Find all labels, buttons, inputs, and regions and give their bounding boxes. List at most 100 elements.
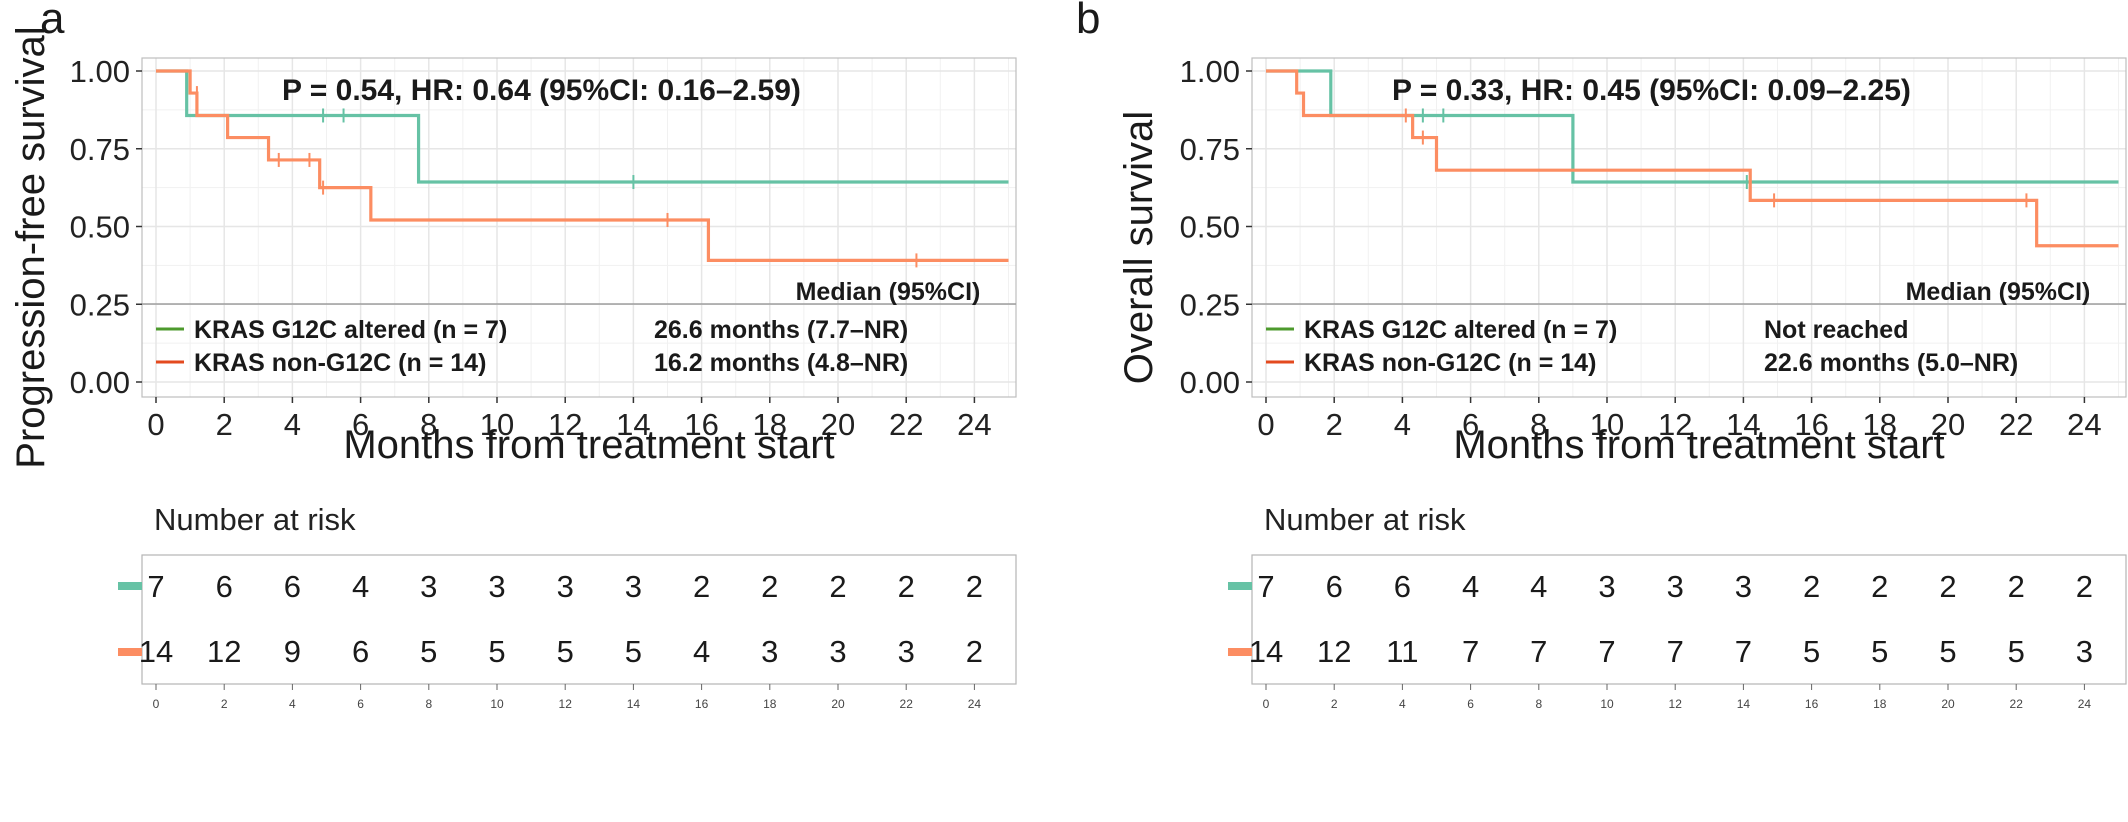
risk-count-altered: 6 xyxy=(216,569,233,604)
risk-count-non-g12c: 14 xyxy=(139,634,173,669)
x-tick-label: 24 xyxy=(957,407,991,442)
risk-count-non-g12c: 5 xyxy=(420,634,437,669)
risk-table-border xyxy=(141,554,1017,685)
x-tick-label: 18 xyxy=(1863,407,1897,442)
legend-median: 22.6 months (5.0–NR) xyxy=(1764,349,2018,377)
y-tick-label: 0.50 xyxy=(70,210,130,245)
risk-x-tick-label: 10 xyxy=(1600,697,1614,711)
risk-count-non-g12c: 14 xyxy=(1249,634,1283,669)
x-tick-label: 2 xyxy=(216,407,233,442)
x-tick-label: 16 xyxy=(1794,407,1828,442)
y-tick-label: 1.00 xyxy=(70,54,130,89)
risk-count-non-g12c: 12 xyxy=(1317,634,1351,669)
x-tick-label: 20 xyxy=(1931,407,1965,442)
risk-count-non-g12c: 7 xyxy=(1735,634,1752,669)
x-tick-label: 8 xyxy=(420,407,437,442)
y-axis-title: Overall survival xyxy=(1117,111,1161,384)
x-tick-label: 6 xyxy=(1462,407,1479,442)
km-curve-altered xyxy=(1266,69,2119,184)
risk-count-non-g12c: 6 xyxy=(352,634,369,669)
x-tick-label: 6 xyxy=(352,407,369,442)
risk-count-non-g12c: 5 xyxy=(1803,634,1820,669)
risk-x-tick-label: 2 xyxy=(221,697,228,711)
panel-a: a 0.00 0.25 0.50 0.75 1.00 0 2 4 6 8 10 12 14 16 18 20 2… xyxy=(9,0,1017,711)
risk-count-non-g12c: 5 xyxy=(625,634,642,669)
risk-x-tick-label: 2 xyxy=(1331,697,1338,711)
x-tick-label: 22 xyxy=(889,407,923,442)
stat-text: P = 0.54, HR: 0.64 (95%CI: 0.16–2.59) xyxy=(282,74,801,107)
risk-count-altered: 2 xyxy=(761,569,778,604)
grid xyxy=(1252,58,2126,397)
km-chart-b: 0.000.250.500.751.000 2 4 6 8 10 12 14 16 18 20 22 2… xyxy=(1117,54,2127,711)
risk-x-tick-label: 18 xyxy=(763,697,777,711)
x-tick-label: 12 xyxy=(548,407,582,442)
risk-x-tick-label: 4 xyxy=(289,697,296,711)
risk-x-tick-label: 8 xyxy=(1535,697,1542,711)
x-tick-label: 22 xyxy=(1999,407,2033,442)
risk-count-altered: 2 xyxy=(1939,569,1956,604)
legend-label: KRAS non-G12C (n = 14) xyxy=(194,349,486,377)
y-tick-label: 0.00 xyxy=(70,365,130,400)
x-tick-label: 18 xyxy=(753,407,787,442)
risk-count-altered: 7 xyxy=(147,569,164,604)
x-axis-title: Months from treatment start xyxy=(1453,423,1944,467)
legend-label: KRAS G12C altered (n = 7) xyxy=(1304,316,1617,344)
risk-x-tick-label: 20 xyxy=(831,697,845,711)
risk-count-non-g12c: 5 xyxy=(557,634,574,669)
risk-count-altered: 3 xyxy=(625,569,642,604)
risk-count-altered: 4 xyxy=(352,569,369,604)
risk-x-tick-label: 10 xyxy=(490,697,504,711)
median-header: Median (95%CI) xyxy=(1906,278,2091,306)
y-tick-label: 0.75 xyxy=(1180,132,1240,167)
risk-count-altered: 4 xyxy=(1530,569,1547,604)
y-tick-label: 0.75 xyxy=(70,132,130,167)
panel-letter: b xyxy=(1076,0,1101,43)
risk-x-tick-label: 4 xyxy=(1399,697,1406,711)
risk-count-altered: 2 xyxy=(2076,569,2093,604)
y-axis-title: Progression-free survival xyxy=(9,26,53,468)
km-chart-a: 0.000.250.500.751.000 2 4 6 8 10 12 14 16 18 20 22 2… xyxy=(9,26,1017,711)
risk-count-altered: 3 xyxy=(1735,569,1752,604)
risk-x-tick-label: 12 xyxy=(559,697,573,711)
risk-x-tick-label: 18 xyxy=(1873,697,1887,711)
risk-count-non-g12c: 2 xyxy=(966,634,983,669)
risk-x-tick-label: 14 xyxy=(1737,697,1751,711)
risk-count-non-g12c: 5 xyxy=(488,634,505,669)
risk-count-altered: 2 xyxy=(1803,569,1820,604)
plot-border xyxy=(141,57,1017,398)
grid xyxy=(142,58,1016,397)
x-tick-label: 14 xyxy=(616,407,650,442)
y-tick-label: 0.25 xyxy=(70,287,130,322)
y-tick-label: 0.00 xyxy=(1180,365,1240,400)
risk-x-tick-label: 24 xyxy=(968,697,982,711)
km-curve-non-g12c xyxy=(1266,69,2119,248)
x-tick-label: 12 xyxy=(1658,407,1692,442)
risk-count-altered: 6 xyxy=(1326,569,1343,604)
risk-x-tick-label: 12 xyxy=(1669,697,1683,711)
risk-count-non-g12c: 5 xyxy=(1871,634,1888,669)
median-header: Median (95%CI) xyxy=(796,278,981,306)
y-tick-label: 0.50 xyxy=(1180,210,1240,245)
risk-count-altered: 3 xyxy=(488,569,505,604)
risk-count-non-g12c: 7 xyxy=(1598,634,1615,669)
risk-x-tick-label: 22 xyxy=(2010,697,2024,711)
risk-count-non-g12c: 7 xyxy=(1667,634,1684,669)
panel-letter: a xyxy=(40,0,65,43)
risk-title: Number at risk xyxy=(1264,502,1466,537)
km-curve-non-g12c xyxy=(156,69,1009,262)
risk-x-tick-label: 6 xyxy=(1467,697,1474,711)
risk-table-border xyxy=(1251,554,2127,685)
x-axis-title: Months from treatment start xyxy=(343,423,834,467)
risk-count-non-g12c: 5 xyxy=(1939,634,1956,669)
x-tick-label: 4 xyxy=(1394,407,1411,442)
risk-x-tick-label: 8 xyxy=(425,697,432,711)
risk-count-non-g12c: 7 xyxy=(1530,634,1547,669)
panel-b: b 0.00 0.25 0.50 0.75 1.00 0 2 4 6 8 10 12 14 16 18 20 2… xyxy=(1076,0,2128,822)
risk-x-tick-label: 20 xyxy=(1941,697,1955,711)
risk-count-non-g12c: 3 xyxy=(898,634,915,669)
risk-count-non-g12c: 9 xyxy=(284,634,301,669)
risk-count-altered: 3 xyxy=(420,569,437,604)
risk-x-tick-label: 0 xyxy=(153,697,160,711)
risk-count-altered: 7 xyxy=(1257,569,1274,604)
legend-median: Not reached xyxy=(1764,316,1908,344)
